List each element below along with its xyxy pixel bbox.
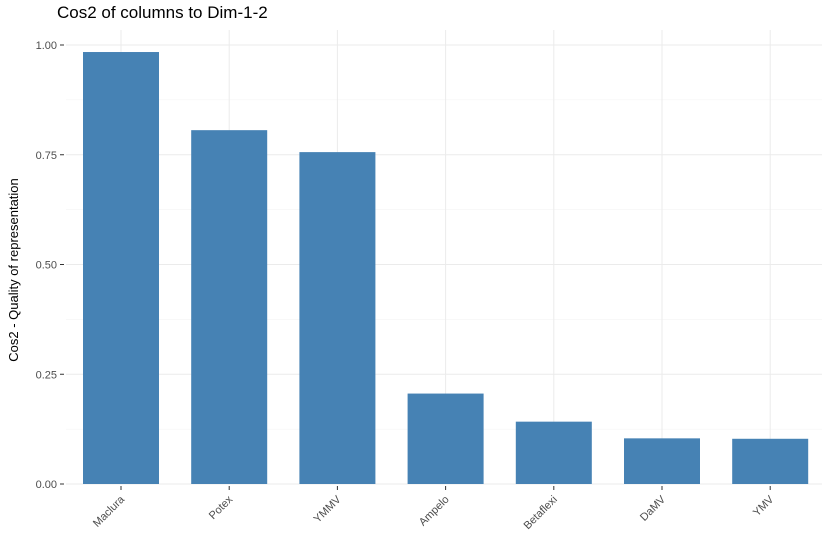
y-tick-label: 1.00 bbox=[36, 40, 57, 52]
bars bbox=[83, 52, 809, 485]
y-axis-title: Cos2 - Quality of representation bbox=[6, 178, 21, 362]
bar-ymv bbox=[732, 438, 809, 484]
x-tick-label: YMV bbox=[751, 493, 777, 519]
x-tick-label: YMMV bbox=[312, 493, 344, 525]
x-axis: Maclura Potex YMMV Ampelo Betaflexi DaMV YMV bbox=[91, 486, 777, 532]
x-tick-label: Maclura bbox=[91, 493, 128, 530]
y-tick-label: 0.75 bbox=[36, 150, 57, 162]
bar-ymmv bbox=[299, 152, 376, 484]
x-tick-label: Potex bbox=[207, 493, 236, 522]
x-tick-label: Betaflexi bbox=[522, 494, 560, 532]
y-tick-label: 0.00 bbox=[36, 479, 57, 491]
y-axis: 0.00 0.25 0.50 0.75 1.00 bbox=[36, 40, 64, 491]
y-tick-label: 0.25 bbox=[36, 369, 57, 381]
x-tick-label: Ampelo bbox=[417, 494, 452, 529]
bar-ampelo bbox=[407, 393, 484, 484]
bar-betaflexi bbox=[515, 421, 592, 484]
x-tick-label: DaMV bbox=[638, 493, 669, 524]
chart-title: Cos2 of columns to Dim-1-2 bbox=[57, 3, 268, 22]
bar-damv bbox=[624, 438, 700, 484]
y-tick-label: 0.50 bbox=[36, 260, 57, 272]
bar-maclura bbox=[83, 52, 159, 485]
bar-potex bbox=[191, 130, 268, 484]
